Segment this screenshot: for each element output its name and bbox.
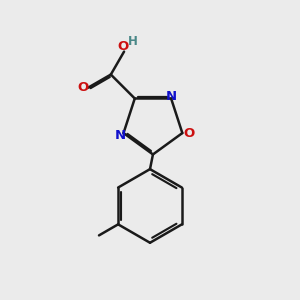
Text: O: O [77,81,88,94]
Text: N: N [114,129,126,142]
Text: H: H [128,35,137,48]
Text: O: O [117,40,128,53]
Text: O: O [183,127,194,140]
Text: N: N [166,90,177,103]
